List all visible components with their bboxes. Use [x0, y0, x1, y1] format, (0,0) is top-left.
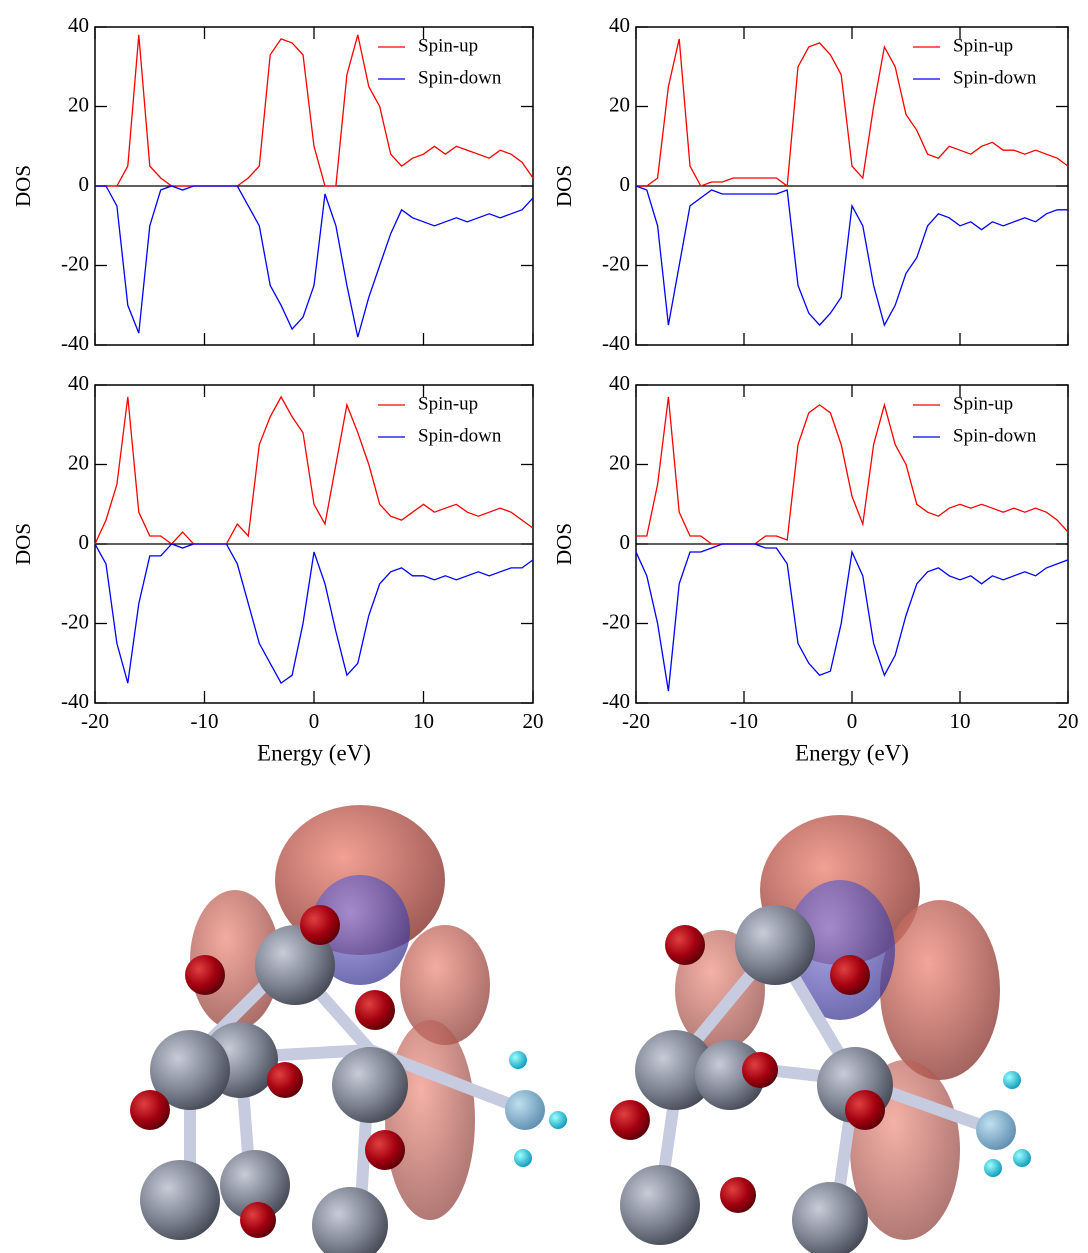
metal-atom [255, 925, 335, 1005]
x-tick-label: -10 [191, 709, 219, 733]
legend-label: Spin-up [418, 393, 478, 414]
carbon-atom [505, 1090, 545, 1130]
oxygen-atom [240, 1202, 276, 1238]
y-axis-label: DOS [552, 165, 576, 207]
oxygen-atom [365, 1130, 405, 1170]
legend-label: Spin-down [418, 425, 502, 446]
legend-label: Spin-down [953, 425, 1037, 446]
dos-line [636, 396, 1069, 545]
metal-atom [312, 1187, 388, 1253]
y-axis-label: DOS [552, 523, 576, 565]
oxygen-atom [267, 1062, 303, 1098]
orbital-lobe [785, 880, 895, 1020]
y-tick-label: 20 [609, 450, 630, 474]
dos-line [94, 543, 534, 685]
x-tick-label: 0 [309, 709, 320, 733]
y-tick-label: 20 [68, 92, 89, 116]
y-tick-label: -20 [61, 251, 89, 275]
hydrogen-atom [509, 1051, 527, 1069]
y-axis-label: DOS [11, 523, 35, 565]
orbital-lobe [385, 1020, 475, 1220]
metal-atom [140, 1160, 220, 1240]
y-tick-label: 40 [68, 13, 89, 37]
oxygen-atom [665, 925, 705, 965]
y-tick-label: 0 [620, 172, 631, 196]
y-tick-label: 0 [79, 172, 90, 196]
oxygen-atom [830, 955, 870, 995]
metal-atom [150, 1030, 230, 1110]
oxygen-atom [742, 1052, 778, 1088]
legend-label: Spin-up [953, 393, 1013, 414]
hydrogen-atom [514, 1149, 532, 1167]
y-tick-label: -40 [61, 331, 89, 355]
legend-label: Spin-down [953, 67, 1037, 88]
x-tick-label: 10 [413, 709, 434, 733]
molecule-right [610, 815, 1031, 1253]
x-tick-label: -20 [622, 709, 650, 733]
carbon-atom [976, 1110, 1016, 1150]
hydrogen-atom [1013, 1149, 1031, 1167]
metal-atom [332, 1047, 408, 1123]
y-tick-label: 40 [609, 371, 630, 395]
oxygen-atom [130, 1090, 170, 1130]
metal-atom [635, 1030, 715, 1110]
dos-line [635, 185, 1068, 327]
hydrogen-atom [984, 1159, 1002, 1177]
oxygen-atom [720, 1177, 756, 1213]
metal-atom [620, 1165, 700, 1245]
metal-atom [220, 1150, 290, 1220]
oxygen-atom [300, 905, 340, 945]
y-tick-label: -20 [602, 251, 630, 275]
y-tick-label: 40 [68, 371, 89, 395]
y-tick-label: -40 [602, 331, 630, 355]
x-axis-label: Energy (eV) [795, 740, 909, 765]
oxygen-atom [845, 1090, 885, 1130]
oxygen-atom [355, 990, 395, 1030]
y-tick-label: -20 [602, 609, 630, 633]
dos-line [635, 543, 1069, 692]
y-tick-label: 0 [79, 530, 90, 554]
x-tick-label: -20 [81, 709, 109, 733]
y-tick-label: 0 [620, 530, 631, 554]
x-axis-label: Energy (eV) [257, 740, 371, 765]
hydrogen-atom [1003, 1071, 1021, 1089]
y-tick-label: -20 [61, 609, 89, 633]
y-axis-label: DOS [11, 165, 35, 207]
x-tick-label: 0 [847, 709, 858, 733]
molecule-left [130, 805, 567, 1253]
y-tick-label: -40 [602, 689, 630, 713]
metal-atom [735, 905, 815, 985]
orbital-lobe [400, 925, 490, 1045]
dos-line [95, 34, 534, 187]
x-tick-label: 10 [950, 709, 971, 733]
y-tick-label: 40 [609, 13, 630, 37]
y-tick-label: -40 [61, 689, 89, 713]
metal-atom [792, 1182, 868, 1253]
orbital-lobe [310, 875, 410, 985]
dos-line [95, 185, 534, 338]
oxygen-atom [185, 955, 225, 995]
hydrogen-atom [549, 1111, 567, 1129]
x-tick-label: -10 [730, 709, 758, 733]
x-tick-label: 20 [1058, 709, 1079, 733]
oxygen-atom [610, 1100, 650, 1140]
dos-line [636, 38, 1069, 188]
legend-label: Spin-up [953, 35, 1013, 56]
x-tick-label: 20 [523, 709, 544, 733]
charts: -40-2002040DOSSpin-upSpin-down-40-200204… [11, 13, 1079, 765]
legend-label: Spin-down [418, 67, 502, 88]
y-tick-label: 20 [68, 450, 89, 474]
y-tick-label: 20 [609, 92, 630, 116]
legend-label: Spin-up [418, 35, 478, 56]
orbital-lobe [880, 900, 1000, 1080]
dos-line [94, 395, 534, 545]
